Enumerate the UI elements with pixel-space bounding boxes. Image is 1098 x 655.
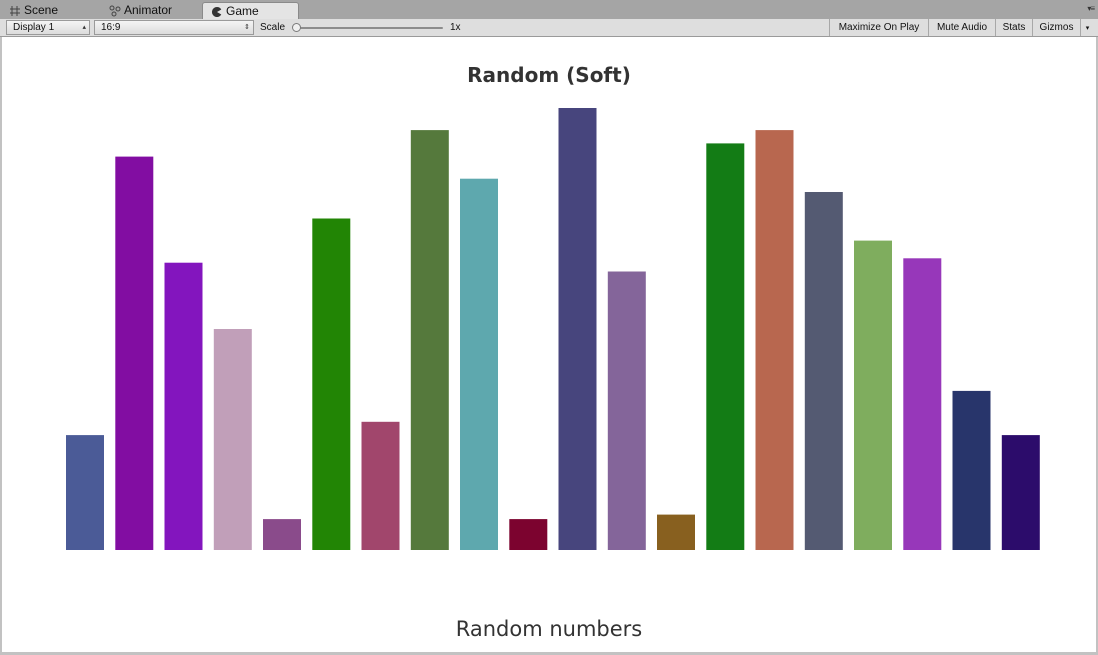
game-view-toolbar: Display 1 ▴ 16:9 ⇕ Scale 1x Maximize On … [0, 19, 1098, 37]
scale-label: Scale [260, 22, 286, 33]
chart-bar-15 [755, 130, 794, 550]
chart-bar-1 [66, 435, 104, 550]
tab-scene[interactable]: Scene [0, 2, 66, 19]
chart-bar-16 [804, 192, 843, 550]
scale-slider-track[interactable] [295, 27, 443, 29]
chart-bar-14 [706, 143, 745, 550]
chart-bar-10 [509, 519, 548, 550]
mute-audio-button[interactable]: Mute Audio [928, 19, 995, 36]
dropdown-arrow-icon: ▴ [82, 24, 86, 31]
gizmos-dropdown-arrow-icon[interactable]: ▾ [1080, 19, 1094, 36]
maximize-on-play-button[interactable]: Maximize On Play [829, 19, 928, 36]
chart-bar-11 [558, 108, 597, 550]
tab-animator[interactable]: Animator [100, 2, 180, 19]
chart-title: Random (Soft) [467, 63, 631, 87]
game-view: Random (Soft) Random numbers [2, 37, 1096, 652]
chart-bar-19 [952, 390, 991, 550]
chart-bar-2 [115, 156, 154, 550]
tab-menu-icon[interactable]: ▾≡ [1087, 4, 1095, 13]
chart-bar-9 [460, 178, 498, 550]
chart-bar-5 [263, 519, 301, 550]
animator-icon [109, 5, 121, 17]
chart-bar-4 [213, 329, 252, 550]
bar-chart [66, 108, 1040, 550]
chart-bar-17 [854, 240, 892, 550]
tab-game-label: Game [226, 4, 259, 18]
tab-scene-label: Scene [24, 3, 59, 17]
chart-bar-18 [903, 258, 942, 550]
tab-game[interactable]: Game [202, 2, 299, 20]
chart-bar-12 [607, 271, 646, 550]
stats-button[interactable]: Stats [995, 19, 1032, 36]
display-dropdown[interactable]: Display 1 ▴ [6, 20, 90, 35]
chart-bar-20 [1001, 435, 1040, 550]
aspect-dropdown-value: 16:9 [101, 22, 121, 33]
chart-x-axis-label: Random numbers [455, 617, 643, 641]
chart-bar-7 [361, 421, 400, 550]
chart-bar-6 [312, 218, 351, 550]
tab-animator-label: Animator [124, 3, 173, 17]
chart-bar-13 [657, 514, 695, 550]
game-icon [211, 6, 223, 18]
scale-slider-thumb[interactable] [292, 23, 301, 32]
editor-tab-bar: Scene Animator Game ▾≡ [0, 0, 1098, 20]
chart-bar-3 [164, 262, 203, 550]
chart-bar-8 [410, 130, 449, 550]
scale-value: 1x [450, 22, 461, 33]
display-dropdown-value: Display 1 [13, 22, 55, 33]
dropdown-arrow-icon: ⇕ [244, 24, 250, 31]
aspect-dropdown[interactable]: 16:9 ⇕ [94, 20, 254, 35]
grid-icon [9, 5, 21, 17]
gizmos-button[interactable]: Gizmos [1032, 19, 1080, 36]
